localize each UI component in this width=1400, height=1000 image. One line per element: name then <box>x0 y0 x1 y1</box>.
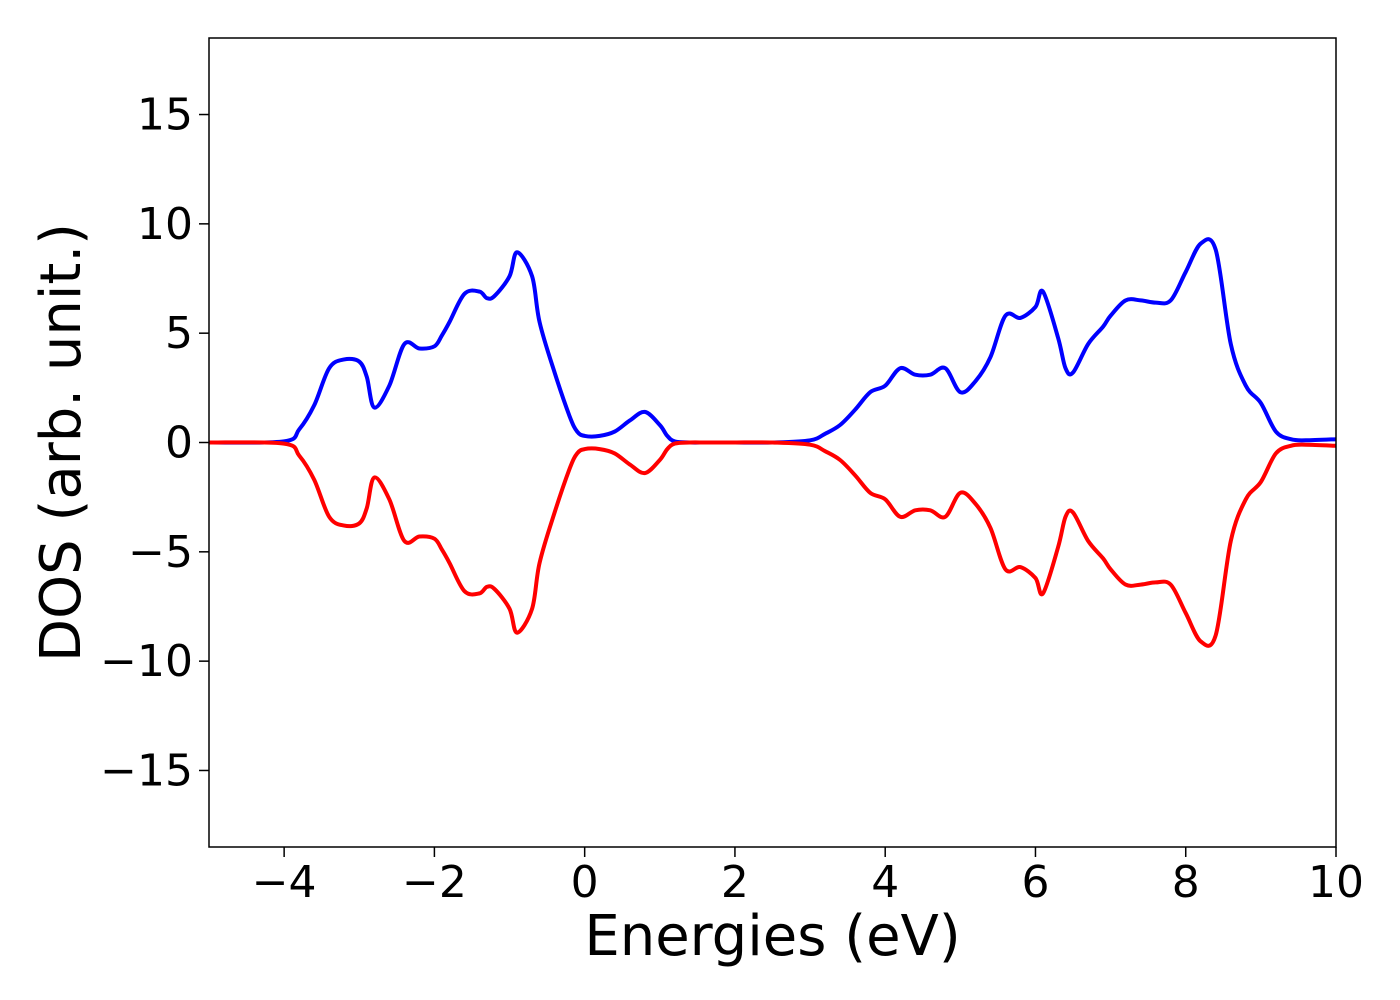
x-tick-label: 6 <box>1021 857 1049 908</box>
series-layer <box>208 237 1337 648</box>
x-tick-label: −2 <box>402 857 467 908</box>
x-axis-label: Energies (eV) <box>584 904 960 969</box>
x-axis-ticks: −4 −2 0 2 4 6 8 10 <box>252 847 1364 908</box>
y-axis-label: DOS (arb. unit.) <box>29 223 94 662</box>
x-tick-label: 4 <box>871 857 899 908</box>
y-tick-label: −5 <box>128 527 193 578</box>
series-line-negative <box>208 440 1337 648</box>
x-tick-label: 8 <box>1172 857 1200 908</box>
y-tick-label: −10 <box>100 636 193 687</box>
x-tick-label: 0 <box>571 857 599 908</box>
x-tick-label: 10 <box>1308 857 1364 908</box>
y-tick-label: 10 <box>137 199 193 250</box>
x-tick-label: −4 <box>252 857 317 908</box>
y-tick-label: 15 <box>137 90 193 141</box>
series-line-positive <box>208 237 1337 445</box>
x-tick-label: 2 <box>721 857 749 908</box>
y-tick-label: 0 <box>165 418 193 469</box>
y-tick-label: −15 <box>100 745 193 796</box>
y-tick-label: 5 <box>165 308 193 359</box>
y-axis-ticks: 15 10 5 0 −5 −10 −15 <box>100 90 209 796</box>
